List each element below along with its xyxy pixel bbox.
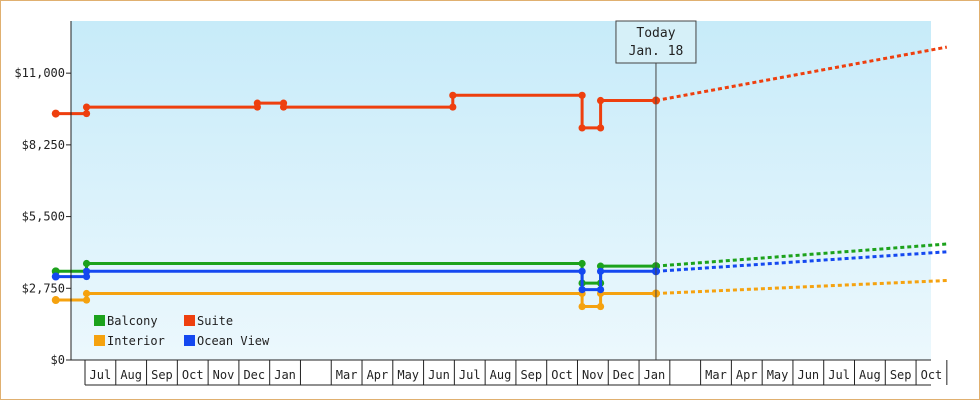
data-point-suite	[578, 91, 586, 99]
data-point-interior	[82, 289, 91, 298]
month-label: May	[397, 368, 419, 382]
data-point-suite	[449, 103, 457, 111]
month-label: Oct	[551, 368, 573, 382]
data-point-ocean-view	[578, 285, 586, 294]
y-tick-label: $11,000	[14, 66, 65, 80]
y-tick-label: $5,500	[22, 210, 65, 224]
data-point-suite	[253, 99, 261, 107]
data-point-ocean-view	[578, 267, 586, 275]
month-label: May	[767, 368, 789, 382]
legend: Balcony Suite Interior Ocean View	[94, 314, 270, 348]
month-label: Sep	[520, 368, 542, 382]
y-tick-label: $0	[51, 353, 65, 367]
data-point-ocean-view	[51, 272, 60, 281]
data-point-interior	[578, 302, 586, 311]
y-tick-label: $2,750	[22, 281, 65, 295]
month-label: Sep	[151, 368, 173, 382]
month-label: Apr	[736, 368, 758, 382]
month-label: Dec	[613, 368, 635, 382]
today-box	[615, 20, 697, 64]
month-label: Aug	[859, 368, 881, 382]
month-label: Mar	[336, 368, 358, 382]
today-marker: Today Jan. 18	[615, 20, 697, 360]
data-point-ocean-view	[596, 285, 605, 294]
today-label: Today	[636, 26, 675, 41]
legend-swatch-ocean-view	[184, 335, 195, 346]
data-point-suite	[449, 91, 457, 99]
data-point-ocean-view	[596, 267, 605, 275]
month-label: Jan	[274, 368, 296, 382]
data-point-balcony	[82, 259, 91, 268]
month-label: Sep	[890, 368, 912, 382]
legend-swatch-suite	[184, 315, 195, 326]
month-label: Dec	[243, 368, 265, 382]
data-point-suite	[578, 124, 586, 132]
month-label: Aug	[120, 368, 142, 382]
y-tick-label: $8,250	[22, 138, 65, 152]
month-label: Aug	[490, 368, 512, 382]
month-label: Oct	[182, 368, 204, 382]
axis-layer: $0 $2,750 $5,500 $8,250 $11,000 Jul Aug Sep Oct N…	[14, 21, 948, 386]
month-label: Nov	[582, 368, 604, 382]
legend-label-ocean-view: Ocean View	[197, 334, 270, 348]
month-label: Jul	[90, 368, 112, 382]
projection-line-suite	[655, 45, 948, 102]
month-label: Jan	[644, 368, 666, 382]
legend-swatch-interior	[94, 335, 105, 346]
today-date: Jan. 18	[629, 44, 684, 59]
data-point-ocean-view	[82, 272, 91, 281]
legend-label-interior: Interior	[107, 334, 165, 348]
data-point-suite	[279, 103, 288, 111]
data-point-balcony	[578, 259, 586, 268]
data-point-interior	[82, 296, 91, 304]
month-label: Apr	[367, 368, 389, 382]
data-point-suite	[596, 96, 605, 105]
data-point-interior	[596, 302, 605, 311]
plot-background	[71, 21, 931, 360]
month-label: Oct	[921, 368, 943, 382]
data-point-interior	[51, 296, 60, 305]
data-point-suite	[82, 109, 91, 118]
month-label: Jun	[428, 368, 450, 382]
month-label: Jun	[797, 368, 819, 382]
legend-swatch-balcony	[94, 315, 105, 326]
data-point-suite	[51, 109, 60, 118]
month-label: Jul	[459, 368, 481, 382]
month-label: Mar	[705, 368, 727, 382]
month-label: Jul	[828, 368, 850, 382]
legend-label-suite: Suite	[197, 314, 233, 328]
data-point-ocean-view	[82, 267, 91, 275]
legend-label-balcony: Balcony	[107, 314, 158, 328]
data-point-suite	[596, 124, 605, 132]
data-point-suite	[82, 103, 91, 111]
data-point-balcony	[596, 262, 605, 270]
month-label: Nov	[213, 368, 235, 382]
